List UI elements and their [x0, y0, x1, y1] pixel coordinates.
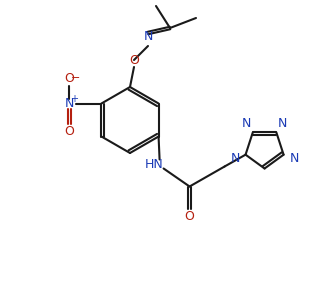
Text: N: N — [278, 117, 287, 130]
Text: O: O — [185, 210, 195, 223]
Text: O: O — [65, 125, 74, 138]
Text: −: − — [71, 73, 80, 84]
Text: O: O — [65, 72, 74, 85]
Text: N: N — [65, 97, 74, 110]
Text: N: N — [242, 117, 251, 130]
Text: +: + — [70, 94, 78, 103]
Text: N: N — [230, 151, 240, 164]
Text: HN: HN — [145, 158, 164, 171]
Text: N: N — [143, 31, 153, 43]
Text: N: N — [289, 151, 299, 164]
Text: O: O — [129, 54, 139, 67]
